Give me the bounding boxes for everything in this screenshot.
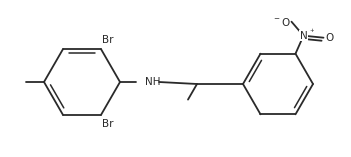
Text: Br: Br — [102, 119, 113, 129]
Text: O: O — [325, 33, 334, 43]
Text: N: N — [300, 31, 307, 41]
Text: $^-$O: $^-$O — [272, 16, 291, 28]
Text: Br: Br — [102, 35, 113, 45]
Text: NH: NH — [145, 77, 160, 87]
Text: $^+$: $^+$ — [309, 27, 316, 36]
